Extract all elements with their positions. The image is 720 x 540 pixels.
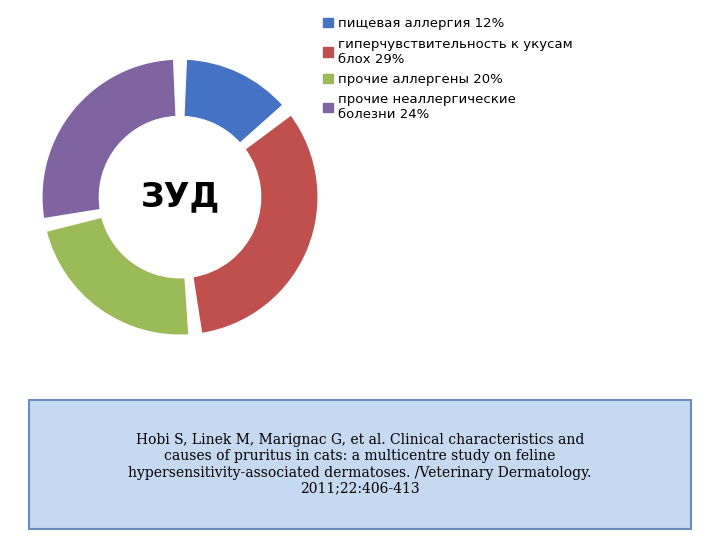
Wedge shape [184, 59, 284, 144]
Text: Hobi S, Linek M, Marignac G, et al. Clinical characteristics and
causes of pruri: Hobi S, Linek M, Marignac G, et al. Clin… [128, 433, 592, 496]
Text: ЗУД: ЗУД [140, 180, 220, 214]
Wedge shape [192, 114, 318, 334]
Wedge shape [46, 217, 189, 335]
Legend: пищевая аллергия 12%, гиперчувствительность к укусам
блох 29%, прочие аллергены : пищевая аллергия 12%, гиперчувствительно… [323, 17, 572, 121]
Wedge shape [42, 59, 176, 219]
